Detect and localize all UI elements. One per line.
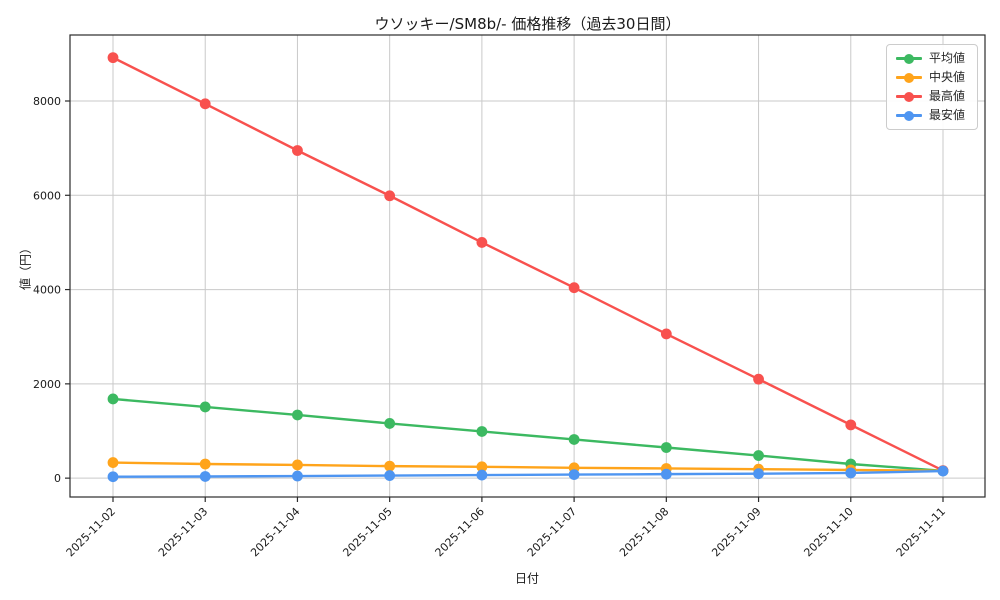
data-point	[107, 52, 119, 64]
data-point	[384, 470, 396, 481]
data-point	[384, 460, 396, 472]
legend-label: 最安値	[929, 108, 966, 122]
series-line	[111, 461, 945, 473]
legend-item: 中央値	[896, 71, 968, 84]
legend-label: 中央値	[929, 70, 966, 84]
data-point	[476, 426, 488, 437]
series-line	[111, 56, 945, 472]
x-tick-label: 2025-11-03	[156, 505, 210, 559]
chart-title: ウソッキー/SM8b/- 価格推移（過去30日間）	[374, 15, 681, 33]
x-tick-label: 2025-11-04	[248, 505, 302, 559]
data-point	[660, 468, 672, 480]
y-tick-label: 0	[54, 472, 61, 485]
plot-border	[69, 34, 986, 498]
data-point	[199, 98, 211, 110]
x-axis-label: 日付	[514, 571, 540, 586]
data-point	[753, 373, 764, 385]
data-point	[568, 282, 580, 294]
data-point	[660, 442, 672, 453]
x-tick-label: 2025-11-10	[801, 505, 855, 559]
legend-item: 最高値	[896, 90, 968, 103]
data-point	[292, 470, 303, 482]
x-tick-label: 2025-11-05	[340, 505, 394, 559]
legend-item: 平均値	[896, 52, 968, 65]
y-tick-label: 4000	[33, 284, 61, 297]
y-tick-label: 8000	[33, 95, 61, 108]
x-tick-label: 2025-11-07	[525, 505, 579, 559]
data-point	[753, 468, 764, 480]
series-line	[111, 469, 945, 478]
data-point	[292, 459, 303, 471]
data-point	[384, 190, 396, 202]
legend-marker-dot	[904, 91, 914, 102]
x-tick-label: 2025-11-11	[894, 505, 948, 559]
data-point	[845, 467, 857, 479]
data-point	[107, 457, 119, 468]
data-point	[384, 418, 396, 429]
x-tick-label: 2025-11-06	[433, 505, 487, 559]
series-line	[111, 397, 945, 473]
legend-marker-dot	[904, 53, 914, 64]
x-tick-label: 2025-11-08	[617, 505, 671, 559]
x-tick-label: 2025-11-09	[709, 505, 763, 559]
data-point	[568, 434, 580, 445]
data-point	[199, 471, 211, 482]
data-point	[568, 469, 580, 481]
data-point	[937, 465, 949, 477]
data-point	[107, 471, 119, 483]
data-point	[292, 409, 303, 421]
legend-marker	[896, 53, 922, 64]
legend: 平均値中央値最高値最安値	[886, 44, 978, 130]
legend-item: 最安値	[896, 109, 968, 122]
legend-marker	[896, 91, 922, 102]
legend-marker-dot	[904, 72, 914, 83]
data-point	[476, 237, 488, 248]
data-point	[845, 419, 857, 431]
data-point	[199, 458, 211, 470]
data-point	[476, 469, 488, 481]
y-tick-label: 6000	[33, 189, 61, 202]
y-tick-label: 2000	[33, 378, 61, 391]
legend-label: 最高値	[929, 89, 966, 103]
data-point	[107, 393, 119, 405]
data-point	[199, 401, 211, 413]
x-tick-label: 2025-11-02	[64, 505, 118, 559]
data-point	[660, 328, 672, 340]
data-point	[753, 450, 764, 461]
data-point	[292, 145, 303, 156]
legend-marker	[896, 72, 922, 83]
legend-label: 平均値	[929, 51, 966, 65]
legend-marker-dot	[904, 110, 914, 121]
data-point	[476, 461, 488, 473]
legend-marker	[896, 110, 922, 121]
